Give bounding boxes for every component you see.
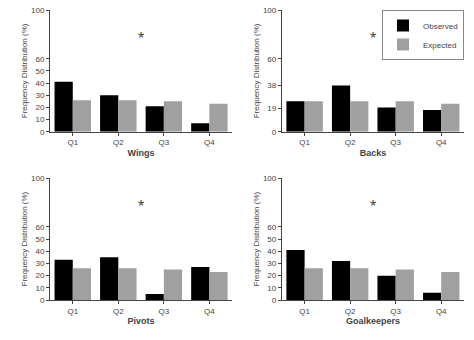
svg-text:20: 20 [267,271,276,280]
svg-text:100: 100 [263,6,277,15]
svg-text:20: 20 [35,271,44,280]
svg-text:30: 30 [35,259,44,268]
svg-text:50: 50 [35,235,44,244]
svg-text:Frequency Distribution (%): Frequency Distribution (%) [252,191,261,286]
svg-text:100: 100 [31,6,45,15]
svg-text:30: 30 [35,91,44,100]
svg-text:0: 0 [272,128,277,137]
svg-text:50: 50 [35,67,44,76]
svg-text:*: * [370,30,376,47]
svg-text:*: * [138,198,144,215]
svg-text:Observed: Observed [423,22,458,31]
svg-text:Q1: Q1 [299,307,310,316]
svg-text:60: 60 [35,223,44,232]
svg-text:*: * [370,198,376,215]
svg-text:Frequency Distribution (%): Frequency Distribution (%) [20,191,29,286]
svg-text:Frequency Distribution (%): Frequency Distribution (%) [20,23,29,118]
svg-text:Goalkeepers: Goalkeepers [346,316,400,326]
svg-text:50: 50 [267,235,276,244]
svg-text:40: 40 [35,247,44,256]
svg-text:Q4: Q4 [436,138,447,147]
svg-text:100: 100 [31,174,45,183]
svg-text:10: 10 [267,284,276,293]
svg-text:60: 60 [35,55,44,64]
svg-text:Q4: Q4 [436,307,447,316]
svg-text:10: 10 [35,115,44,124]
svg-text:Q1: Q1 [299,138,310,147]
svg-text:Q2: Q2 [345,138,356,147]
svg-text:0: 0 [40,296,45,305]
svg-text:30: 30 [267,259,276,268]
svg-text:Wings: Wings [128,148,155,158]
svg-text:0: 0 [40,128,45,137]
svg-text:Q1: Q1 [67,307,78,316]
svg-text:Q4: Q4 [204,307,215,316]
svg-text:Q3: Q3 [159,138,170,147]
svg-text:100: 100 [263,174,277,183]
svg-text:Q4: Q4 [204,138,215,147]
svg-text:Q3: Q3 [390,138,401,147]
svg-text:*: * [138,30,144,47]
svg-text:Q1: Q1 [67,138,78,147]
svg-text:Q3: Q3 [390,307,401,316]
svg-text:19: 19 [267,104,276,113]
svg-text:10: 10 [35,284,44,293]
svg-text:Q2: Q2 [113,138,124,147]
svg-text:40: 40 [267,247,276,256]
svg-text:38: 38 [267,81,276,90]
svg-text:Pivots: Pivots [128,316,155,326]
svg-text:60: 60 [267,223,276,232]
svg-text:Expected: Expected [423,41,456,50]
svg-text:Q2: Q2 [345,307,356,316]
svg-text:Q3: Q3 [159,307,170,316]
svg-text:Backs: Backs [360,148,387,158]
svg-text:Frequency Distribution (%): Frequency Distribution (%) [252,23,261,118]
svg-text:Q2: Q2 [113,307,124,316]
svg-text:60: 60 [267,55,276,64]
svg-text:0: 0 [272,296,277,305]
svg-text:20: 20 [35,103,44,112]
svg-text:40: 40 [35,79,44,88]
